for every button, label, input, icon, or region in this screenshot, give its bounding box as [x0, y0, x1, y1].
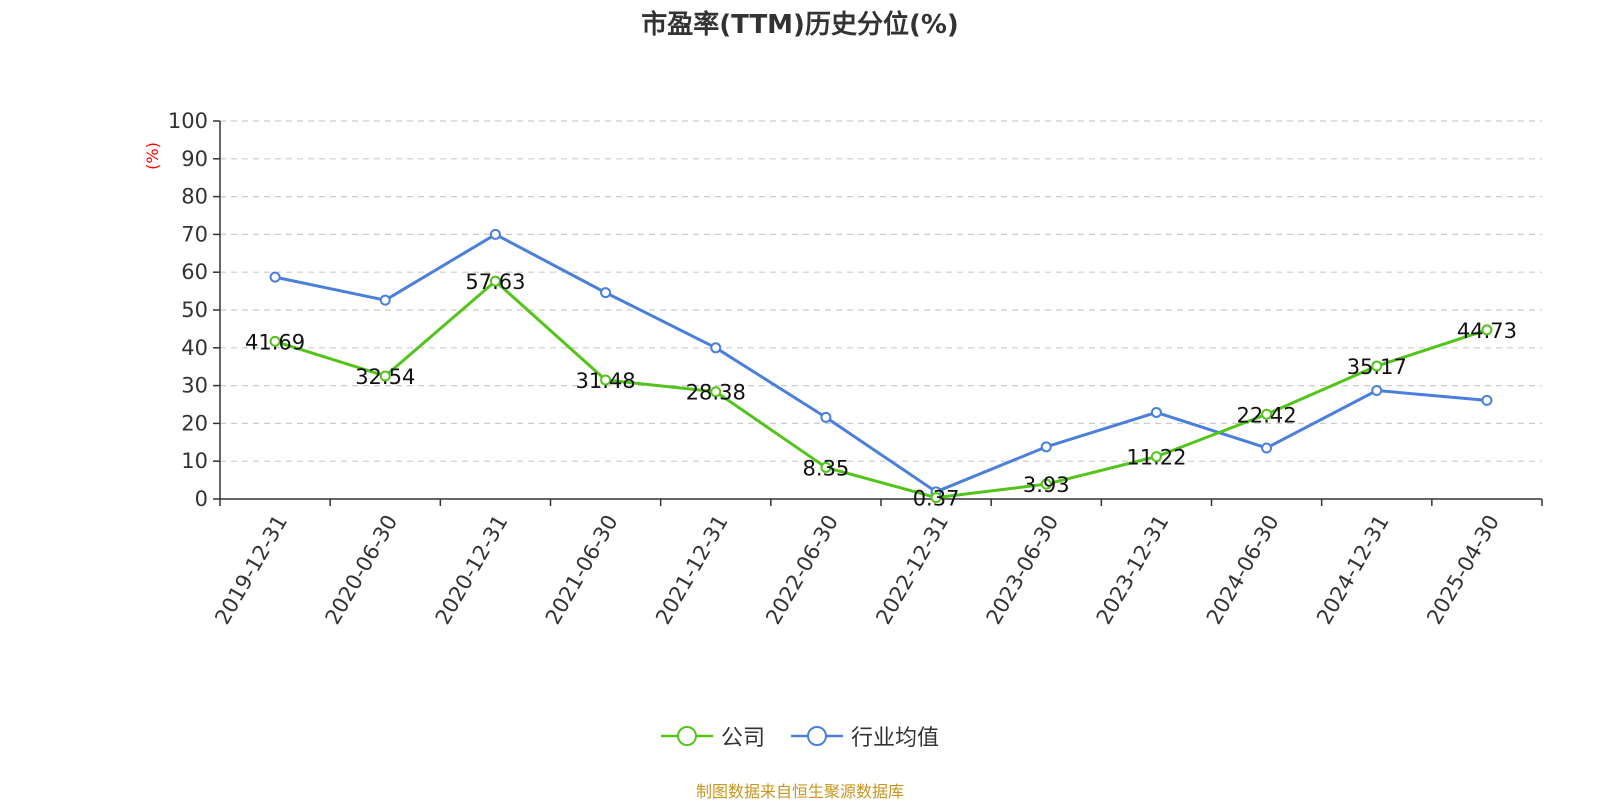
data-label: 11.22 — [1126, 446, 1186, 470]
legend: 公司 行业均值 — [0, 720, 1600, 752]
series-1-point — [820, 411, 832, 423]
series-1-point — [1150, 406, 1162, 418]
series-0-point — [930, 492, 942, 504]
data-label: 3.93 — [1023, 473, 1070, 497]
series-0-point — [600, 374, 612, 386]
data-label: 35.17 — [1347, 355, 1407, 379]
y-tick-label: 40 — [181, 336, 208, 360]
y-tick-label: 80 — [181, 185, 208, 209]
series-0-point — [1481, 324, 1493, 336]
series-0-point — [1371, 360, 1383, 372]
y-tick-label: 50 — [181, 298, 208, 322]
x-tick-label: 2022-06-30 — [761, 511, 843, 629]
series-1-point — [269, 271, 281, 283]
legend-label: 公司 — [720, 726, 765, 751]
source-note: 制图数据来自恒生聚源数据库 — [695, 782, 904, 801]
series-1-point — [1040, 441, 1052, 453]
series-1-point — [379, 294, 391, 306]
data-label: 57.63 — [465, 270, 525, 294]
x-tick-label: 2020-12-31 — [431, 511, 513, 629]
chart-title: 市盈率(TTM)历史分位(%) — [641, 10, 959, 40]
data-label: 8.35 — [803, 456, 850, 480]
grid-lines — [220, 120, 1542, 462]
series-line-0 — [274, 279, 1488, 500]
series-1-point — [600, 287, 612, 299]
x-tick-label: 2025-04-30 — [1422, 511, 1504, 629]
x-tick-label: 2021-06-30 — [541, 511, 623, 629]
series-line-1 — [274, 232, 1488, 494]
data-label: 41.69 — [245, 330, 305, 354]
series-0-point — [1261, 408, 1273, 420]
series-1-point — [1261, 442, 1273, 454]
x-tick-label: 2020-06-30 — [321, 511, 403, 629]
series-1-point — [710, 342, 722, 354]
x-tick-label: 2022-12-31 — [871, 511, 953, 629]
y-tick-label: 30 — [181, 374, 208, 398]
y-axis-label: (%) — [143, 142, 162, 170]
x-tick-label: 2019-12-31 — [210, 511, 292, 629]
series-lines — [269, 228, 1493, 504]
legend-label: 行业均值 — [851, 726, 940, 751]
series-0-point — [379, 370, 391, 382]
data-label: 0.37 — [913, 487, 960, 511]
series-0-point — [820, 461, 832, 473]
y-tick-label: 90 — [181, 147, 208, 171]
y-tick-label: 10 — [181, 449, 208, 473]
y-tick-label: 70 — [181, 222, 208, 246]
legend-item-1[interactable]: 行业均值 — [791, 720, 939, 752]
y-tick-label: 0 — [195, 487, 208, 511]
data-label: 31.48 — [576, 369, 636, 393]
y-tick-label: 100 — [168, 109, 208, 133]
legend-swatch-marker — [676, 726, 697, 746]
series-1-point — [1481, 394, 1493, 406]
legend-swatch-marker — [807, 726, 827, 746]
data-label: 44.73 — [1457, 319, 1517, 343]
legend-line-circle-icon — [660, 726, 713, 746]
x-tick-label: 2024-06-30 — [1202, 511, 1284, 629]
series-0-point — [1150, 451, 1162, 463]
x-tick-label: 2021-12-31 — [651, 511, 733, 629]
series-0-point — [269, 335, 281, 347]
y-tick-label: 20 — [181, 411, 208, 435]
x-tick-label: 2023-12-31 — [1092, 511, 1174, 629]
y-tick-label: 60 — [181, 260, 208, 284]
data-label: 22.42 — [1237, 403, 1297, 427]
data-label: 28.38 — [686, 381, 746, 405]
series-1-point — [489, 228, 501, 240]
data-labels: 41.69 32.54 57.63 31.48 28.38 8.35 0.37 3.93 11.… — [245, 270, 1517, 510]
series-0-point — [1040, 478, 1052, 490]
series-0-point — [710, 386, 722, 398]
x-tick-label: 2023-06-30 — [982, 511, 1064, 629]
x-tick-label: 2024-12-31 — [1312, 511, 1394, 629]
data-label: 32.54 — [355, 365, 415, 389]
legend-line-circle-icon — [791, 726, 843, 746]
legend-item-0[interactable]: 公司 — [660, 720, 765, 752]
series-1-point — [1371, 385, 1383, 397]
series-0-point — [489, 275, 501, 287]
